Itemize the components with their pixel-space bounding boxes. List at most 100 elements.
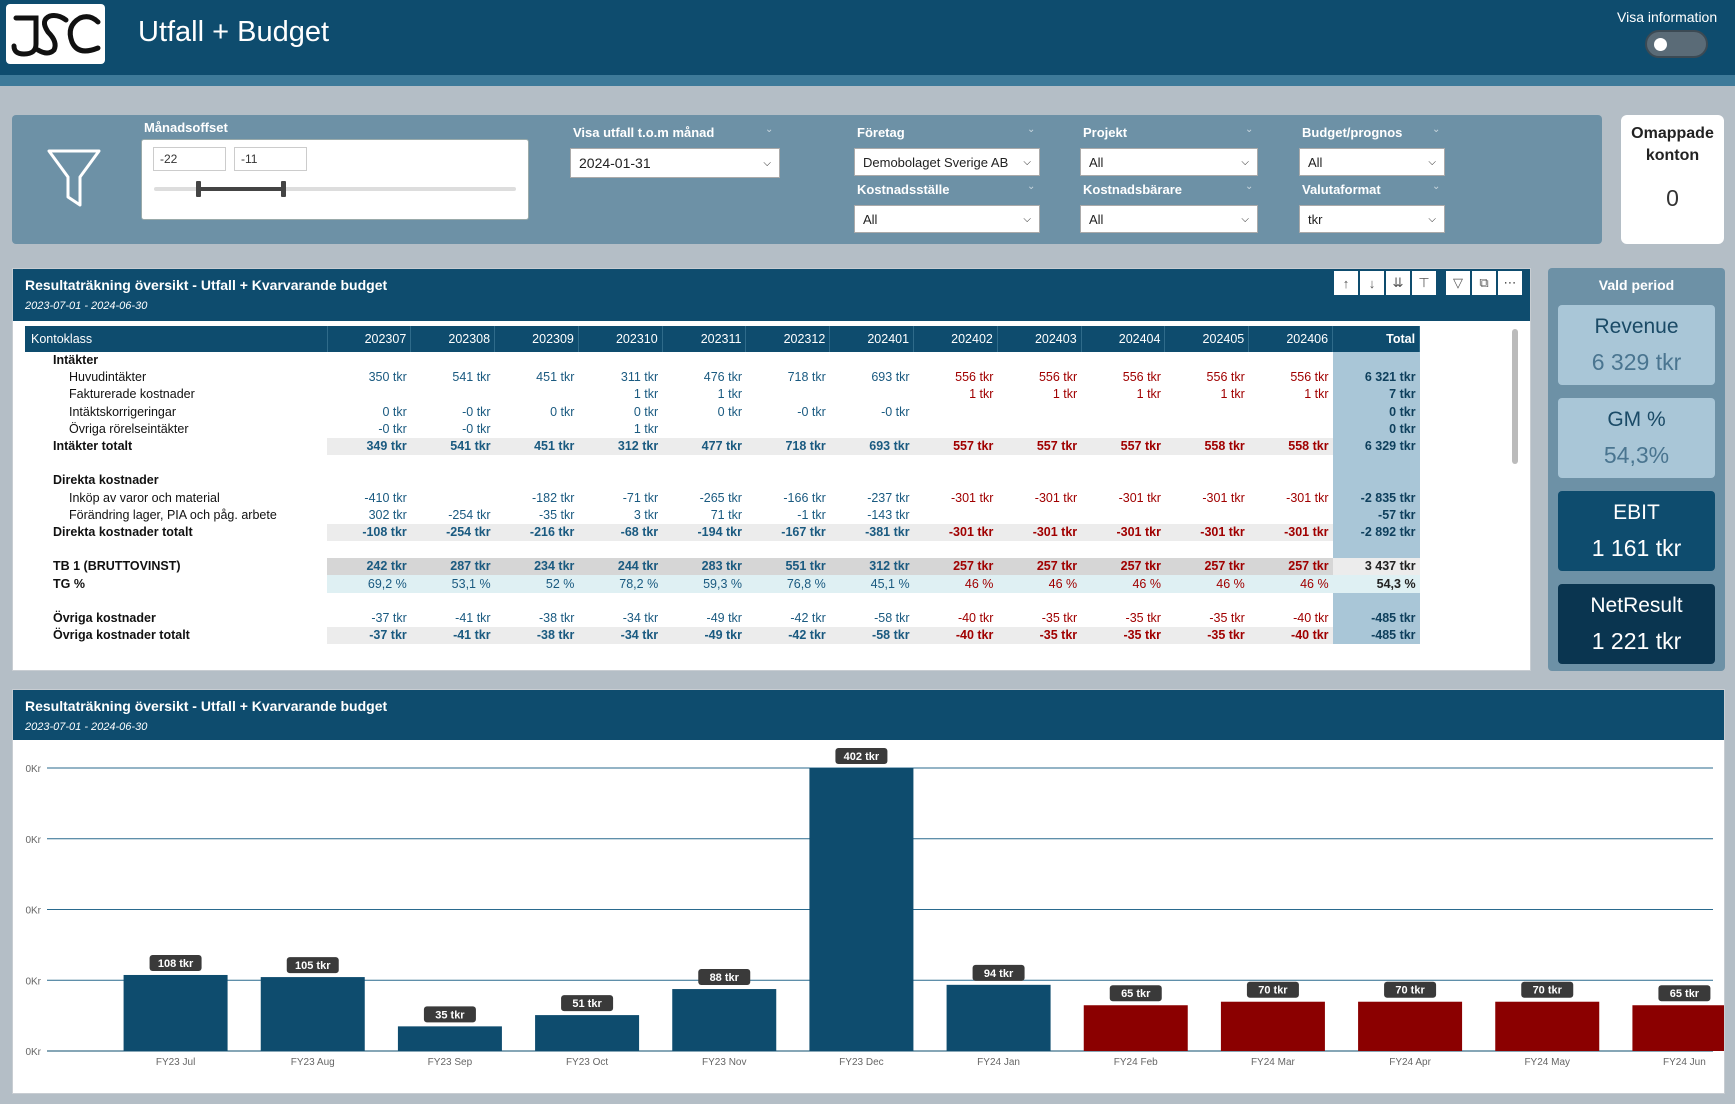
value-cell: -381 tkr — [829, 523, 914, 542]
value-cell — [1081, 421, 1165, 438]
row-label: Inköp av varor och material — [69, 490, 220, 505]
column-header-kontoklass[interactable]: Kontoklass — [25, 326, 328, 352]
value-cell — [914, 421, 998, 438]
column-header-month[interactable]: 202307 — [327, 326, 412, 352]
value-cell: -254 tkr — [410, 523, 495, 542]
value-cell — [830, 455, 914, 472]
column-header-month[interactable]: 202310 — [578, 326, 663, 352]
budget-title: Budget/prognos — [1302, 125, 1403, 140]
row-label: Intäkter totalt — [53, 439, 133, 454]
column-header-month[interactable]: 202309 — [494, 326, 579, 352]
matrix-row: Inköp av varor och material -410 tkr -182 … — [25, 489, 1420, 507]
cost-center-value: All — [863, 211, 878, 227]
next-level-icon[interactable]: ⇊ — [1386, 271, 1410, 295]
value-cell — [997, 352, 1081, 369]
currency-dropdown[interactable]: tkr ⌵ — [1299, 205, 1445, 233]
show-through-dropdown[interactable]: 2024-01-31 ⌵ — [570, 148, 780, 178]
info-toggle[interactable] — [1645, 30, 1708, 58]
value-cell: -237 tkr — [867, 490, 910, 505]
y-tick-label: 0Kr — [25, 976, 41, 987]
column-header-month[interactable]: 202403 — [997, 326, 1082, 352]
budget-dropdown[interactable]: All ⌵ — [1299, 148, 1445, 176]
bar[interactable] — [1083, 1005, 1188, 1051]
value-cell — [578, 352, 662, 369]
column-header-month[interactable]: 202405 — [1164, 326, 1250, 352]
bar[interactable] — [1632, 1005, 1724, 1051]
bar[interactable] — [672, 989, 777, 1051]
kpi-value: 1 221 tkr — [1591, 628, 1682, 654]
total-cell: 0 tkr — [1332, 403, 1420, 421]
value-cell: -35 tkr — [1164, 627, 1249, 645]
total-cell — [1332, 541, 1420, 559]
project-dropdown[interactable]: All ⌵ — [1080, 148, 1258, 176]
focus-mode-icon[interactable]: ⧉ — [1472, 271, 1496, 295]
value-cell: -38 tkr — [494, 627, 579, 645]
cost-unit-dropdown[interactable]: All ⌵ — [1080, 205, 1258, 233]
data-label: 65 tkr — [1670, 988, 1700, 1000]
bar[interactable] — [946, 984, 1051, 1051]
bar[interactable] — [260, 977, 365, 1051]
vertical-scrollbar[interactable] — [1512, 329, 1518, 464]
expand-hierarchy-icon[interactable]: ⊤ — [1412, 271, 1436, 295]
value-cell — [327, 455, 411, 472]
value-cell: -38 tkr — [538, 610, 575, 625]
value-cell: 46 % — [997, 575, 1082, 593]
info-toggle-label: Visa information — [1617, 9, 1718, 25]
total-cell: 7 tkr — [1332, 386, 1420, 404]
column-header-total[interactable]: Total — [1332, 326, 1421, 352]
value-cell: 556 tkr — [1038, 370, 1078, 385]
bar[interactable] — [123, 974, 228, 1051]
column-header-month[interactable]: 202308 — [410, 326, 496, 352]
data-label-bg — [286, 957, 339, 974]
company-dropdown[interactable]: Demobolaget Sverige AB ⌵ — [854, 148, 1040, 176]
filter-icon[interactable]: ▽ — [1446, 271, 1470, 295]
data-label: 105 tkr — [295, 960, 331, 972]
value-cell: 3 tkr — [633, 507, 659, 522]
data-label: 402 tkr — [844, 751, 880, 763]
column-header-month[interactable]: 202404 — [1081, 326, 1166, 352]
chevron-down-icon: ⌄ — [1245, 124, 1254, 135]
column-header-month[interactable]: 202311 — [662, 326, 747, 352]
bar[interactable] — [397, 1026, 502, 1051]
value-cell: -41 tkr — [410, 627, 495, 645]
value-cell: 718 tkr — [745, 437, 830, 456]
column-header-month[interactable]: 202402 — [913, 326, 998, 352]
value-cell — [411, 541, 495, 558]
value-cell: -182 tkr — [532, 490, 575, 505]
month-offset-to-input[interactable]: -11 — [234, 147, 307, 171]
bar[interactable] — [1495, 1001, 1600, 1051]
value-cell: -58 tkr — [829, 627, 914, 645]
value-cell — [997, 455, 1081, 472]
value-cell — [578, 593, 662, 610]
bar[interactable] — [1220, 1001, 1325, 1051]
value-cell: 311 tkr — [620, 370, 659, 385]
value-cell: -0 tkr — [378, 421, 407, 436]
kpi-label: EBIT — [1613, 501, 1660, 524]
slider-handle-start[interactable] — [196, 181, 201, 197]
value-cell — [746, 455, 830, 472]
slider-handle-end[interactable] — [281, 181, 286, 197]
unmapped-title-line1: Omappade — [1631, 125, 1714, 142]
column-header-month[interactable]: 202312 — [745, 326, 831, 352]
value-cell — [1081, 404, 1165, 421]
drill-up-icon[interactable]: ↑ — [1334, 271, 1358, 295]
column-header-month[interactable]: 202401 — [829, 326, 915, 352]
chevron-down-icon: ⌄ — [1245, 181, 1254, 192]
row-label: Intäkter — [53, 353, 99, 368]
more-options-icon[interactable]: ⋯ — [1498, 271, 1522, 295]
column-header-month[interactable]: 202406 — [1248, 326, 1334, 352]
bar[interactable] — [535, 1015, 640, 1051]
data-label-bg — [835, 748, 888, 764]
bar[interactable] — [1358, 1001, 1463, 1051]
unmapped-accounts-value: 0 — [1666, 185, 1679, 211]
value-cell — [1081, 593, 1165, 610]
month-offset-from-input[interactable]: -22 — [153, 147, 226, 171]
cost-center-dropdown[interactable]: All ⌵ — [854, 205, 1040, 233]
value-cell: 0 tkr — [550, 404, 575, 419]
kpi-card-ebit: EBIT 1 161 tkr — [1558, 491, 1715, 571]
x-tick-label: FY24 Jun — [1663, 1057, 1706, 1068]
value-cell: 556 tkr — [1122, 370, 1161, 385]
drill-down-icon[interactable]: ↓ — [1360, 271, 1384, 295]
bar[interactable] — [809, 768, 914, 1051]
data-label: 70 tkr — [1533, 985, 1563, 997]
